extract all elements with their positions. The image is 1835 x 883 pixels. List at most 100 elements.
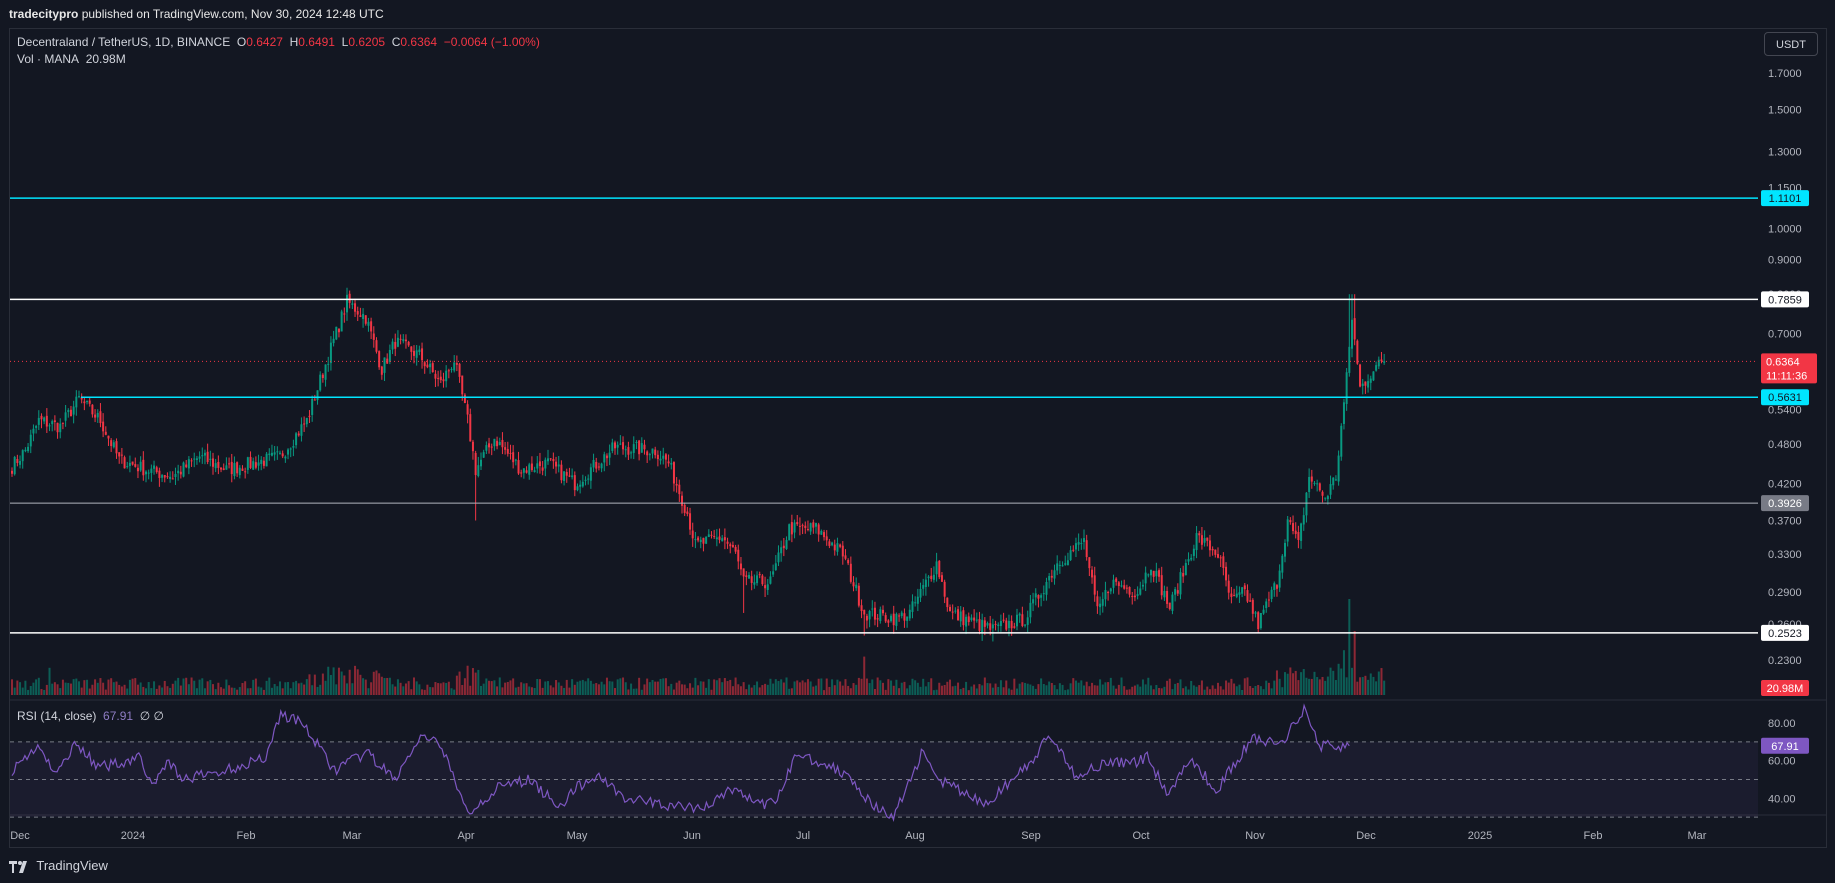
candle-body <box>228 463 231 465</box>
volume-bar <box>764 683 767 695</box>
volume-bar <box>849 688 852 695</box>
candle-body <box>962 610 965 626</box>
candle-body <box>739 563 742 570</box>
volume-bar <box>1222 689 1225 695</box>
volume-bar <box>959 689 962 695</box>
volume-bar <box>13 687 16 695</box>
candle-body <box>1091 569 1094 578</box>
candle-body <box>573 475 576 491</box>
volume-bar <box>225 679 228 695</box>
volume-bar <box>1321 676 1324 695</box>
candle-body <box>710 534 713 536</box>
close-label: C <box>391 35 401 49</box>
volume-bar <box>1342 650 1345 695</box>
volume-bar <box>753 685 756 695</box>
candle-body <box>638 440 641 455</box>
volume-bar <box>1375 681 1378 695</box>
candle-body <box>1297 531 1300 540</box>
volume-bar <box>908 685 911 695</box>
candle-body <box>1284 542 1286 557</box>
rsi-legend-extra: ∅ ∅ <box>139 709 164 723</box>
candle-body <box>715 537 718 540</box>
volume-legend-label[interactable]: Vol · MANA <box>17 52 80 66</box>
candle-body <box>265 453 268 467</box>
volume-bar <box>206 681 209 695</box>
candle-body <box>404 339 407 342</box>
volume-bar <box>600 681 603 695</box>
volume-bar <box>608 681 611 695</box>
candle-body <box>651 448 654 454</box>
volume-bar <box>689 683 692 695</box>
candle-body <box>748 574 750 579</box>
candle-body <box>1190 557 1193 560</box>
volume-bar <box>104 689 107 695</box>
volume-bar <box>128 679 131 695</box>
candle-body <box>131 461 134 465</box>
candle-body <box>292 446 295 448</box>
candle-body <box>624 449 627 451</box>
volume-bar <box>337 667 340 695</box>
volume-bar <box>514 687 517 695</box>
candle-body <box>332 338 335 344</box>
volume-bar <box>710 689 713 695</box>
symbol-title[interactable]: Decentraland / TetherUS, 1D, BINANCE <box>17 35 231 49</box>
volume-bar <box>287 682 290 695</box>
candle-body <box>1233 595 1236 597</box>
candle-body <box>469 414 472 442</box>
rsi-legend: RSI (14, close) 67.91 ∅ ∅ <box>17 709 164 723</box>
candle-body <box>329 342 332 364</box>
candle-body <box>1238 592 1241 595</box>
candle-body <box>182 462 185 477</box>
candle-body <box>1123 585 1126 589</box>
volume-bar <box>702 681 705 695</box>
volume-bar <box>1072 678 1075 695</box>
currency-button[interactable]: USDT <box>1764 32 1818 56</box>
candle-body <box>571 475 574 478</box>
volume-bar <box>1034 688 1037 695</box>
volume-bar <box>1144 684 1147 695</box>
candle-body <box>230 461 233 475</box>
volume-bar <box>1168 678 1171 695</box>
candle-body <box>552 459 555 462</box>
rsi-legend-label[interactable]: RSI (14, close) <box>17 709 97 723</box>
volume-bar <box>1160 688 1163 695</box>
candle-body <box>254 462 257 468</box>
footer-brand[interactable]: TradingView <box>9 858 108 873</box>
candle-body <box>1150 569 1152 576</box>
countdown-label: 11:11:36 <box>1766 370 1807 382</box>
volume-bar <box>916 682 919 695</box>
volume-bar <box>638 677 641 695</box>
candle-body <box>914 602 917 604</box>
volume-bar <box>619 678 622 695</box>
candle-body <box>809 523 812 532</box>
volume-bar <box>1016 688 1018 695</box>
volume-bar <box>614 688 616 695</box>
candle-body <box>498 441 501 446</box>
candle-body <box>1351 319 1353 349</box>
candle-body <box>308 415 311 417</box>
candle-body <box>517 460 520 474</box>
candle-body <box>865 615 868 621</box>
volume-bar <box>654 681 657 695</box>
candle-body <box>337 328 340 333</box>
volume-bar <box>56 684 59 695</box>
publisher-name[interactable]: tradecitypro <box>9 7 79 21</box>
volume-bar <box>748 684 750 695</box>
volume-bar <box>863 656 866 695</box>
candle-body <box>1372 371 1375 381</box>
candle-body <box>967 616 970 623</box>
price-tick-label: 0.2300 <box>1768 655 1802 667</box>
candle-body <box>898 615 901 617</box>
candle-body <box>442 379 445 382</box>
candle-body <box>147 472 150 474</box>
candle-body <box>458 363 461 377</box>
candle-body <box>635 441 638 443</box>
candle-body <box>1002 619 1005 621</box>
candle-body <box>1061 565 1064 567</box>
candle-body <box>1077 542 1080 545</box>
candle-body <box>678 484 681 495</box>
candle-body <box>1187 559 1190 562</box>
volume-bar <box>190 677 193 695</box>
candle-body <box>61 422 64 424</box>
